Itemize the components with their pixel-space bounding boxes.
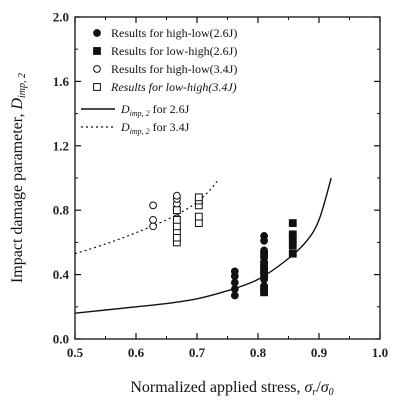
data-point-square-open [172,233,181,242]
curve-solid [74,177,332,314]
axis-ticks: 0.5 0.6 0.7 0.8 0.9 1.0 0.0 0.4 0.8 1.2 1.6 2.0 [53,10,388,361]
data-point-square-open [194,193,203,202]
data-point-circle-filled [230,278,239,287]
plot-frame [74,16,381,340]
data-point-square-filled [288,219,297,227]
y-tick-label: 0.4 [53,267,70,282]
y-axis-label: Impact damage parameter, Dimp, 2 [9,73,28,283]
legend-curve-label: Dimp, 2 for 2.6J [120,102,190,118]
y-tick-label: 1.2 [53,138,69,153]
legend-marker-circle-open [93,65,101,73]
data-point-square-open [172,222,181,231]
y-tick-label: 2.0 [53,10,69,25]
legend-label: Results for low-high(3.4J) [110,80,237,94]
data-point-circle-open [149,222,157,231]
x-tick-label: 1.0 [372,345,388,360]
data-point-circle-open [149,215,157,224]
y-tick-label: 0.0 [53,332,69,347]
y-tick-label: 0.8 [53,203,70,218]
x-tick-label: 0.5 [67,345,84,360]
data-point-square-filled [288,230,297,239]
data-point-square-open [172,206,181,215]
data-point-circle-filled [230,291,239,300]
data-point-circle-open [172,191,181,200]
data-point-circle-open [149,201,157,210]
data-point-square-open [194,212,203,221]
data-point-square-filled [288,249,297,258]
data-point-circle-filled [230,285,239,293]
legend-marker-circle-filled [93,29,101,37]
data-point-square-filled [260,251,269,260]
data-point-circle-filled [230,267,239,276]
data-point-square-filled [260,261,269,269]
legend-marker-square-filled [93,47,101,55]
data-point-square-filled [288,241,297,250]
x-tick-label: 0.6 [128,345,145,360]
data-point-square-filled [260,285,269,293]
y-tick-label: 1.6 [53,74,70,89]
legend-curve-label: Dimp, 2 for 3.4J [120,120,190,136]
legend-label: Results for high-low(2.6J) [111,26,237,40]
data-point-square-open [194,219,203,227]
legend-marker-square-open [93,83,101,91]
data-point-circle-filled [260,232,269,240]
legend-label: Results for high-low(3.4J) [111,62,237,76]
legend: Results for high-low(2.6J) Results for lo… [81,26,237,136]
x-tick-label: 0.9 [311,345,328,360]
model-curves [74,177,332,314]
data-point-square-open [172,215,181,224]
data-markers [149,191,297,300]
x-tick-label: 0.7 [189,345,206,360]
legend-label: Results for low-high(2.6J) [111,44,237,58]
x-tick-label: 0.8 [250,345,267,360]
x-axis-label: Normalized applied stress, σr/σ0 [130,379,333,398]
